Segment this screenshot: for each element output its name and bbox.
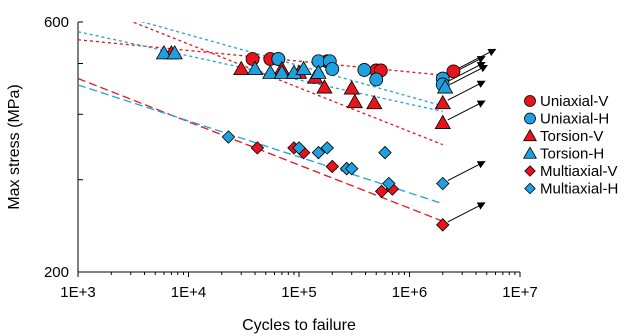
legend-marker xyxy=(524,165,536,177)
data-point xyxy=(295,60,312,76)
data-point xyxy=(166,44,183,60)
legend-marker xyxy=(524,112,536,125)
legend-marker xyxy=(524,95,536,107)
data-point xyxy=(436,79,454,94)
data-point xyxy=(325,62,340,76)
x-tick-label: 1E+5 xyxy=(281,284,316,301)
legend-label: Torsion-H xyxy=(540,146,604,163)
x-tick-label: 1E+4 xyxy=(171,284,206,301)
legend-label: Uniaxial-H xyxy=(540,111,609,128)
legend-marker xyxy=(524,182,536,195)
runout-arrow xyxy=(449,65,488,85)
runout-arrow xyxy=(447,161,486,182)
y-axis-title: Max stress (MPa) xyxy=(6,84,23,209)
data-point xyxy=(366,94,383,110)
x-tick-label: 1E+6 xyxy=(392,284,427,301)
y-tick-label: 200 xyxy=(44,264,69,281)
legend: Uniaxial-VUniaxial-HTorsion-VTorsion-HMu… xyxy=(522,93,618,198)
data-point xyxy=(346,93,363,109)
trend-line xyxy=(140,22,443,107)
x-tick-label: 1E+3 xyxy=(60,284,95,301)
runout-arrow xyxy=(447,80,486,101)
data-point xyxy=(382,176,396,191)
data-point xyxy=(343,80,360,95)
data-point xyxy=(245,52,260,66)
data-point xyxy=(344,161,359,176)
data-point xyxy=(320,141,334,155)
runout-arrow xyxy=(447,202,486,223)
data-points xyxy=(155,44,461,232)
y-tick-label: 600 xyxy=(44,14,69,31)
data-point xyxy=(311,145,326,160)
data-point xyxy=(155,44,173,60)
data-point xyxy=(310,64,327,79)
data-point xyxy=(357,63,372,77)
trend-line xyxy=(78,39,443,76)
data-point xyxy=(374,184,389,199)
data-point xyxy=(436,176,450,191)
data-point xyxy=(434,94,451,110)
data-point xyxy=(316,79,333,94)
x-axis-ticks: 1E+3 1E+4 1E+5 1E+6 1E+7 xyxy=(60,272,538,301)
legend-label: Multiaxial-H xyxy=(540,181,618,198)
data-point xyxy=(378,145,392,160)
data-point xyxy=(246,60,264,76)
runout-arrow xyxy=(447,100,486,121)
legend-marker xyxy=(522,146,538,159)
data-point xyxy=(434,114,451,129)
trend-line xyxy=(78,84,443,205)
x-tick-label: 1E+7 xyxy=(502,284,537,301)
data-point xyxy=(233,60,250,76)
data-point xyxy=(292,141,306,155)
data-point xyxy=(446,64,461,79)
legend-label: Uniaxial-V xyxy=(540,93,608,110)
data-point xyxy=(221,130,236,144)
x-axis-title: Cycles to failure xyxy=(242,317,356,334)
runout-arrow xyxy=(458,48,497,69)
data-point xyxy=(250,141,265,155)
legend-marker xyxy=(522,128,538,142)
data-point xyxy=(369,72,384,87)
data-point xyxy=(273,64,291,79)
data-point xyxy=(325,159,340,174)
legend-label: Multiaxial-V xyxy=(540,163,618,180)
legend-label: Torsion-V xyxy=(540,128,603,145)
trend-line xyxy=(131,22,444,146)
data-point xyxy=(436,218,450,232)
y-axis-ticks: 600 200 xyxy=(44,14,83,281)
runout-arrow xyxy=(447,61,486,82)
data-point xyxy=(262,64,279,79)
